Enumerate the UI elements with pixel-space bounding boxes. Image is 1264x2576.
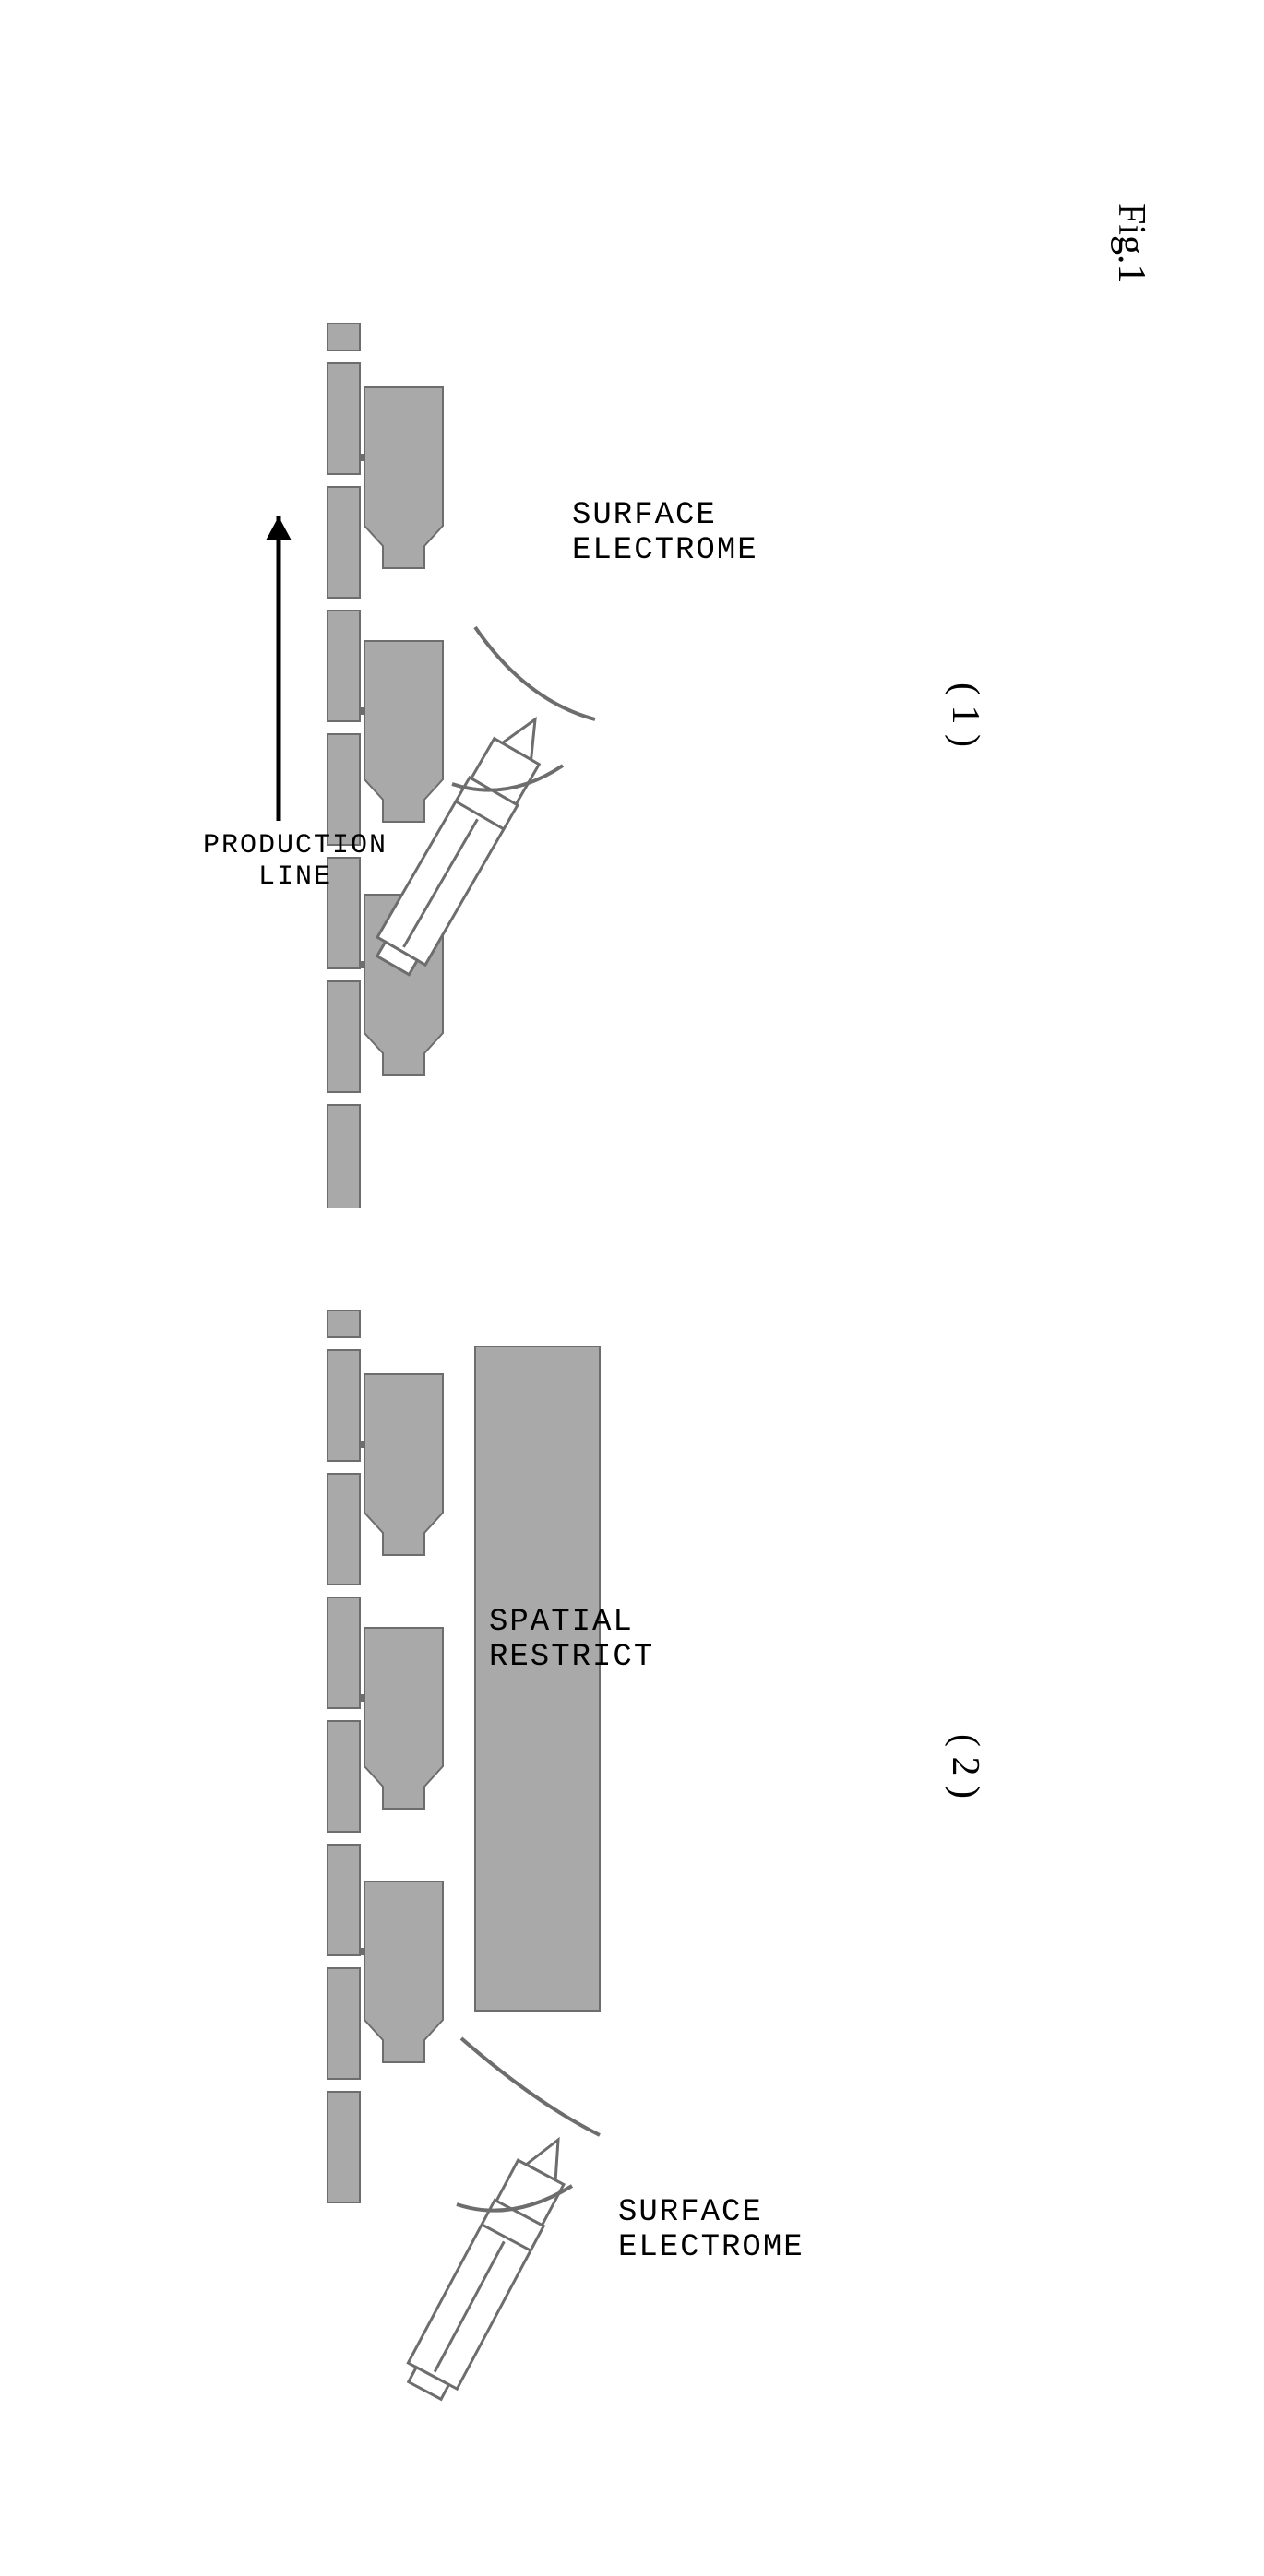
conveyor-belt-2 (328, 1310, 360, 2202)
electrometer-label-2: SURFACE ELECTROME (618, 2195, 805, 2265)
figure-title: Fig.1 (1109, 203, 1153, 284)
bottle-2 (360, 641, 443, 822)
electrometer-pen-2 (400, 2127, 583, 2404)
panel-1-drawing (194, 323, 876, 1208)
panel-1-label: ( 1 ) (943, 683, 987, 747)
bottle-3b (360, 1882, 443, 2062)
bottle-1 (360, 387, 443, 568)
conveyor-belt (328, 323, 360, 1208)
page-landscape: Fig.1 ( 1 ) (0, 0, 1264, 2576)
panel-2: SPATIAL RESTRICT SURFACE ELECTROME (194, 1310, 876, 2416)
electrometer-label-1: SURFACE ELECTROME (572, 498, 758, 568)
bottle-1b (360, 1374, 443, 1555)
production-arrow (266, 516, 292, 821)
spatial-restrict-block (475, 1347, 600, 2011)
bottle-2b (360, 1628, 443, 1809)
panel-2-label: ( 2 ) (943, 1734, 987, 1798)
production-line-label: PRODUCTION LINE (203, 830, 388, 893)
spatial-restrict-label: SPATIAL RESTRICT (489, 1605, 654, 1675)
panel-1: SURFACE ELECTROME PRODUCTION LINE (194, 323, 876, 1208)
